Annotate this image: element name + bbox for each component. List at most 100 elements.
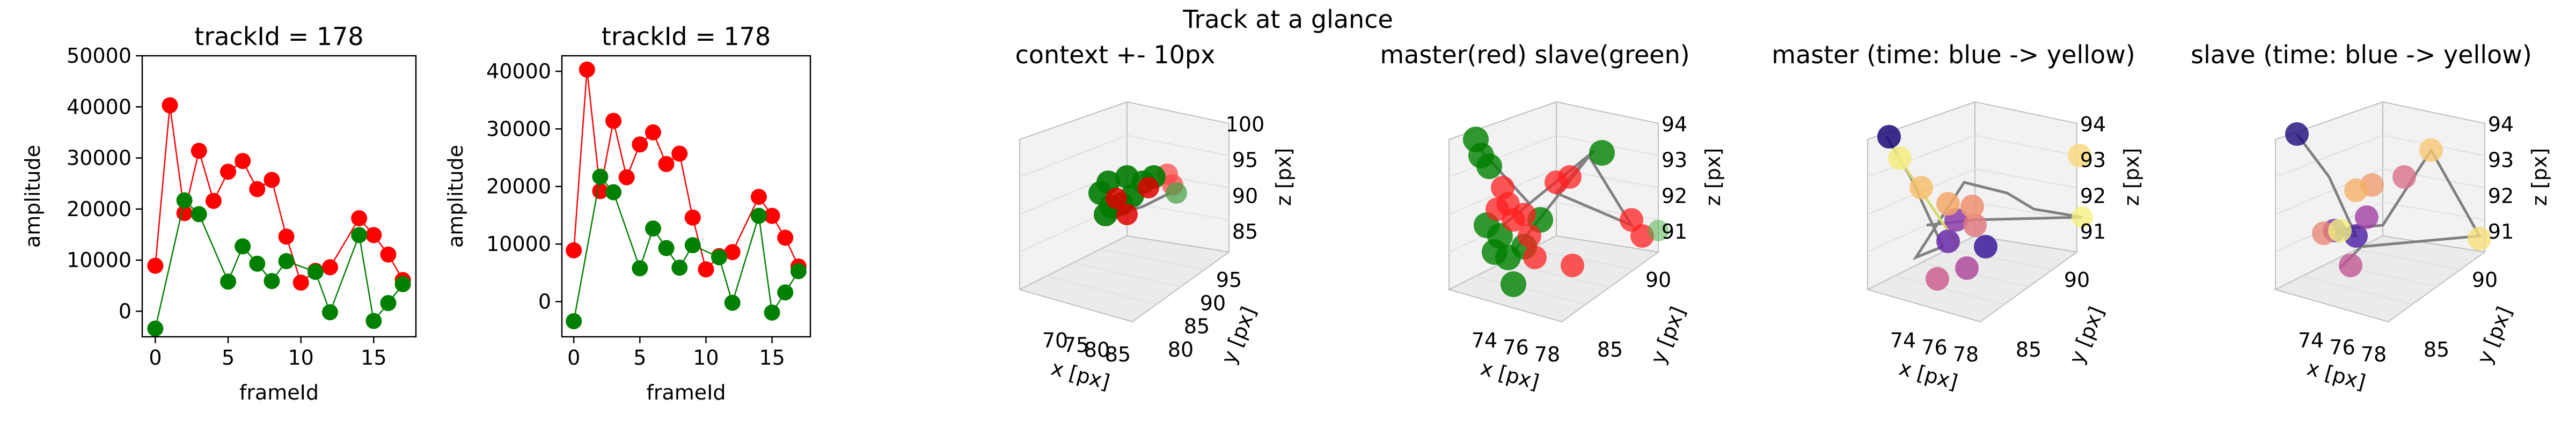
data-point xyxy=(2419,138,2443,162)
z-axis-label: z [px] xyxy=(1272,148,1296,206)
x-axis-label: x [px] xyxy=(2304,356,2368,394)
data-point-red xyxy=(321,259,338,276)
data-point xyxy=(1166,182,1187,204)
z-tick-label: 92 xyxy=(2488,184,2514,208)
data-point-red xyxy=(249,181,266,197)
data-point xyxy=(2072,206,2093,228)
y-tick-label: 30000 xyxy=(486,117,551,140)
z-tick-label: 91 xyxy=(1662,220,1687,243)
x-tick-label: 0 xyxy=(149,346,162,369)
data-point xyxy=(2344,179,2368,202)
data-point-red xyxy=(698,261,714,278)
data-point xyxy=(1909,176,1933,199)
slave-time-3d-plot: slave (time: blue -> yellow) 74 76 78x [px]… xyxy=(2191,40,2551,394)
data-point xyxy=(1877,125,1901,149)
data-point-green xyxy=(605,184,622,201)
data-point-red xyxy=(1512,203,1536,226)
data-point-red xyxy=(1558,165,1582,189)
pane xyxy=(1866,235,2079,323)
z-tick-label: 93 xyxy=(1662,149,1687,172)
data-point xyxy=(2339,254,2362,277)
data-point-green xyxy=(351,227,368,243)
z-tick-label: 95 xyxy=(1232,149,1258,172)
data-point-red xyxy=(1116,204,1138,225)
amplitude-chart-2: trackId = 178 frameId amplitude 0 5 10 15 0 1000… xyxy=(444,22,811,404)
master-slave-3d-plot: master(red) slave(green) 74 76 78x [px] 85 90… xyxy=(1380,40,1725,394)
y-tick-label: 90 xyxy=(2064,268,2090,292)
grid-line xyxy=(2355,249,2461,270)
grid-line xyxy=(2302,276,2413,305)
data-point-green xyxy=(147,320,164,337)
x-axis-label: x [px] xyxy=(1897,356,1960,394)
y-tick-label: 90 xyxy=(1200,291,1226,315)
data-point-green xyxy=(750,208,767,224)
x-tick-label: 74 xyxy=(1890,329,1916,352)
data-point-green xyxy=(1501,271,1526,297)
pane xyxy=(2274,235,2486,323)
x-tick-label: 15 xyxy=(361,346,386,369)
data-point-red xyxy=(671,145,688,162)
data-point xyxy=(1963,213,1987,237)
data-point-green xyxy=(764,304,780,321)
y-axis-label: y [px] xyxy=(1646,304,1690,367)
pane xyxy=(1974,101,2077,253)
grid-line xyxy=(1046,276,1157,305)
chart-title: trackId = 178 xyxy=(194,22,363,51)
grid-line xyxy=(1475,276,1586,305)
data-point-green xyxy=(380,295,397,312)
data-point xyxy=(1955,256,1979,280)
y-tick-label: 90 xyxy=(2472,268,2498,292)
y-tick-label: 40000 xyxy=(67,95,131,119)
data-point-red xyxy=(147,257,164,274)
data-point xyxy=(2355,205,2379,229)
data-point-red xyxy=(1106,188,1127,209)
data-point-red xyxy=(1561,254,1584,277)
z-axis-label: z [px] xyxy=(2120,148,2143,206)
data-point-green xyxy=(394,276,411,292)
data-point xyxy=(1936,230,1960,253)
x-axis-label: frameId xyxy=(646,381,726,404)
y-axis-label: y [px] xyxy=(2472,304,2516,367)
data-point-green xyxy=(365,313,382,329)
x-tick-label: 75 xyxy=(1063,334,1089,357)
data-point-green xyxy=(645,220,661,237)
grid-line xyxy=(1894,276,2005,305)
y-axis-label: y [px] xyxy=(2065,304,2109,367)
z-tick-label: 93 xyxy=(2080,149,2106,172)
z-tick-label: 92 xyxy=(1662,184,1687,208)
y-tick-label: 40000 xyxy=(486,60,551,83)
y-tick-label: 0 xyxy=(119,299,131,323)
x-tick-label: 78 xyxy=(2361,343,2387,366)
data-point xyxy=(2285,122,2309,146)
data-point-green xyxy=(1589,140,1615,166)
data-point-green xyxy=(278,253,295,269)
z-tick-label: 91 xyxy=(2080,220,2106,243)
z-tick-label: 93 xyxy=(2488,149,2514,172)
data-point-red xyxy=(191,143,207,159)
x-axis-label: x [px] xyxy=(1478,356,1541,394)
data-point-red xyxy=(365,227,382,243)
data-point-red xyxy=(1523,246,1547,269)
grid-line xyxy=(1948,249,2053,270)
z-tick-label: 85 xyxy=(1232,220,1258,243)
chart-title: trackId = 178 xyxy=(602,22,771,51)
x-tick-label: 74 xyxy=(2298,329,2324,352)
y-tick-label: 80 xyxy=(1168,338,1194,361)
pane xyxy=(1018,235,1231,323)
x-tick-label: 10 xyxy=(693,346,719,369)
grid-line xyxy=(1019,135,1128,177)
grid-line xyxy=(1448,135,1557,177)
z-tick-label: 94 xyxy=(2080,113,2106,136)
data-point-red xyxy=(220,164,237,180)
data-point-green xyxy=(711,249,728,265)
series-line-green xyxy=(155,199,404,329)
data-point-green xyxy=(249,255,266,272)
y-tick-label: 85 xyxy=(1184,315,1210,338)
data-point-green xyxy=(191,206,207,223)
data-point-red xyxy=(684,209,701,226)
y-tick-label: 10000 xyxy=(67,248,131,272)
z-axis-label: z [px] xyxy=(2528,148,2551,206)
data-point-red xyxy=(566,242,582,258)
data-point-red xyxy=(235,153,251,169)
